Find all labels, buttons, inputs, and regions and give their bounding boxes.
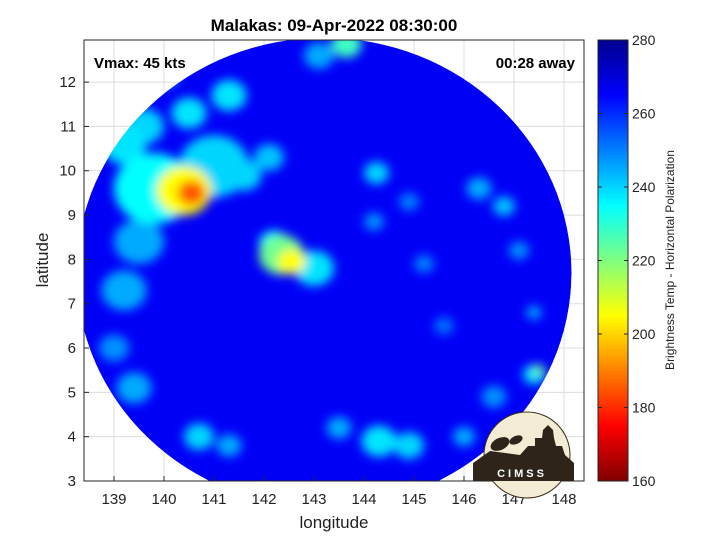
convection-blob (414, 254, 434, 273)
convection-blob (399, 192, 419, 211)
convection-blob (361, 425, 397, 457)
convection-blob (99, 334, 129, 362)
convection-blob (466, 177, 492, 200)
y-tick-label: 3 (68, 473, 76, 490)
colorbar-tick-label: 200 (632, 326, 656, 342)
convection-blob (304, 42, 334, 69)
x-tick-label: 148 (551, 491, 576, 508)
convection-blob (364, 212, 384, 231)
y-tick-label: 9 (68, 207, 76, 224)
convection-blob (533, 364, 545, 376)
convection-blob (394, 432, 424, 459)
y-tick-label: 4 (68, 429, 76, 446)
convection-blob (226, 159, 262, 191)
x-tick-label: 144 (351, 491, 376, 508)
convection-blob (493, 196, 515, 216)
y-tick-label: 5 (68, 384, 76, 401)
x-tick-label: 140 (151, 491, 176, 508)
y-tick-label: 8 (68, 251, 76, 268)
colorbar-tick-label: 220 (632, 253, 656, 269)
y-tick-label: 11 (60, 118, 76, 135)
colorbar (597, 39, 629, 482)
logo-dish-1 (490, 437, 510, 451)
y-axis-ticks: 3 4 5 6 7 8 9 10 11 12 (59, 74, 89, 490)
logo-building (473, 425, 574, 481)
convection-blob (277, 249, 306, 275)
convection-blob (171, 97, 207, 129)
x-tick-label: 139 (101, 491, 126, 508)
convection-blob (254, 144, 284, 171)
convection-blob (331, 40, 362, 58)
convection-blob (481, 385, 507, 408)
colorbar-tick-label: 160 (632, 473, 656, 489)
cimss-logo: CIMSS (473, 411, 574, 499)
chart-title: Malakas: 09-Apr-2022 08:30:00 (211, 16, 458, 35)
convection-blob (114, 219, 164, 264)
convection-blob (101, 270, 147, 311)
x-axis-label: longitude (299, 513, 368, 532)
colorbar-label: Brightness Temp - Horizontal Polarizatio… (663, 150, 677, 370)
convection-blob (177, 180, 206, 206)
x-tick-label: 142 (251, 491, 276, 508)
logo-text: CIMSS (497, 468, 547, 480)
y-tick-label: 10 (59, 163, 76, 180)
x-tick-label: 146 (451, 491, 476, 508)
x-tick-label: 143 (301, 491, 326, 508)
convection-blob (211, 79, 247, 111)
convection-blob (364, 161, 389, 185)
y-axis-label: latitude (33, 233, 52, 288)
colorbar-ticks: 160 180 200 220 240 260 280 (598, 32, 656, 489)
y-tick-label: 12 (59, 74, 76, 91)
logo-dish-2 (509, 435, 523, 445)
convection-blob (184, 423, 214, 450)
convection-blob (434, 317, 454, 335)
y-tick-label: 7 (68, 296, 76, 313)
convection-blob (116, 372, 152, 404)
plot-clip-group (84, 40, 584, 481)
y-tick-label: 6 (68, 340, 76, 357)
x-tick-label: 141 (201, 491, 226, 508)
convection-blob (509, 241, 529, 260)
x-tick-label: 145 (401, 491, 426, 508)
convection-blob (526, 305, 542, 320)
plot-frame (83, 39, 585, 482)
colorbar-tick-label: 180 (632, 400, 656, 416)
convection-blob (216, 434, 242, 457)
colorbar-tick-label: 240 (632, 179, 656, 195)
vmax-annotation: Vmax: 45 kts (94, 55, 186, 72)
colorbar-tick-label: 260 (632, 106, 656, 122)
swath-group (84, 40, 572, 481)
convection-blob (326, 416, 352, 439)
colorbar-tick-label: 280 (632, 32, 656, 48)
time-away-annotation: 00:28 away (496, 55, 576, 72)
convection-blob (453, 426, 475, 447)
